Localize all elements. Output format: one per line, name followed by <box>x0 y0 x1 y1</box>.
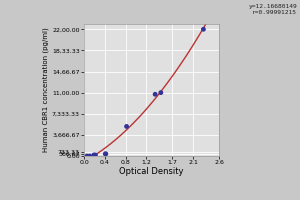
X-axis label: Optical Density: Optical Density <box>119 167 184 176</box>
Point <box>158 91 163 94</box>
Point <box>103 152 108 155</box>
Point <box>103 152 108 155</box>
Y-axis label: Human CBR1 concentration (pg/ml): Human CBR1 concentration (pg/ml) <box>43 28 49 152</box>
Point <box>153 93 158 96</box>
Point <box>85 154 89 158</box>
Point <box>124 125 129 128</box>
Point <box>87 154 92 158</box>
Point <box>201 28 206 31</box>
Point <box>92 153 96 157</box>
Text: y=12.16680149
r=0.99991215: y=12.16680149 r=0.99991215 <box>248 4 297 15</box>
Point <box>93 153 98 157</box>
